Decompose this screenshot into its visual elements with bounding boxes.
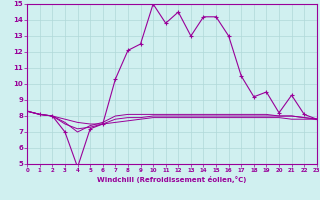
X-axis label: Windchill (Refroidissement éolien,°C): Windchill (Refroidissement éolien,°C) — [97, 176, 247, 183]
